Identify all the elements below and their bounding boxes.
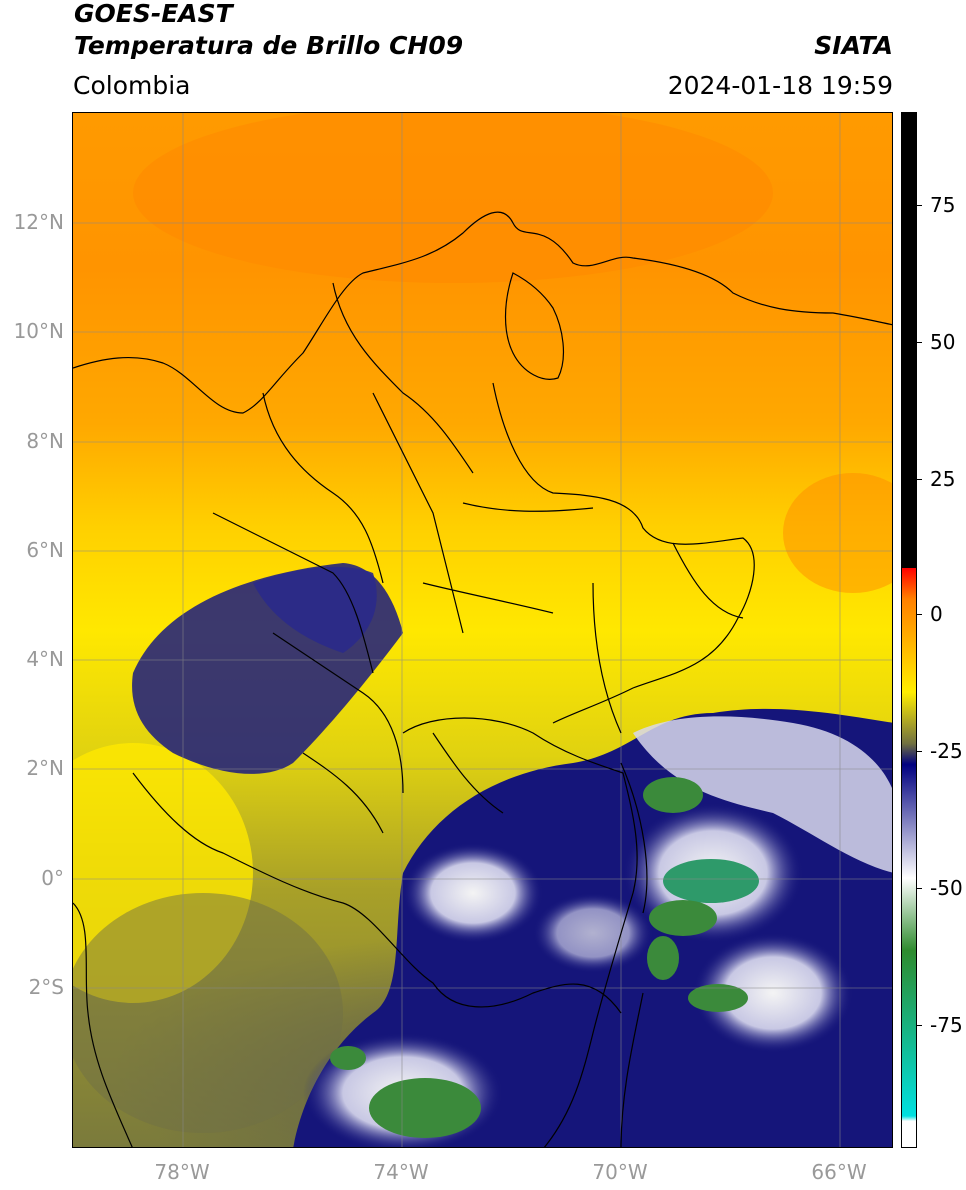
colorbar-tick-minus-75 — [917, 1025, 922, 1026]
colorbar-tick-minus-50 — [917, 888, 922, 889]
cold-top-6 — [369, 1078, 481, 1138]
lat-tick-12n: 12°N — [13, 210, 64, 234]
caribbean-coast — [73, 211, 892, 414]
title-line-1: GOES-EAST — [74, 0, 233, 28]
lat-tick-2s: 2°S — [28, 975, 64, 999]
amazon-border — [620, 762, 648, 1147]
lat-tick-8n: 8°N — [26, 429, 64, 453]
colombia-south-border — [402, 717, 638, 1147]
lon-tick-70w: 70°W — [592, 1160, 648, 1184]
cold-top-5 — [688, 984, 748, 1012]
colorbar-tick-minus-25 — [917, 751, 922, 752]
cloud-top-center — [403, 843, 543, 943]
cloud-top-mid — [533, 893, 653, 973]
cold-top-7 — [330, 1046, 366, 1070]
cloud-top-east-3 — [693, 933, 853, 1053]
colorbar-tick-25 — [917, 479, 922, 480]
colorbar — [901, 112, 917, 1148]
colorbar-label-75: 75 — [930, 193, 956, 217]
warm-patch-east — [783, 473, 892, 593]
colorbar-label-minus-75: -75 — [930, 1013, 963, 1037]
venezuela-border — [492, 382, 755, 724]
lon-tick-66w: 66°W — [811, 1160, 867, 1184]
boundaries — [73, 211, 892, 1147]
lat-tick-2n: 2°N — [26, 756, 64, 780]
department-lines — [212, 282, 594, 834]
colorbar-tick-0 — [917, 614, 922, 615]
colorbar-label-minus-25: -25 — [930, 739, 963, 763]
convection-west-core — [253, 566, 377, 653]
lat-tick-6n: 6°N — [26, 538, 64, 562]
agency-label: SIATA — [814, 31, 893, 60]
cold-top-3 — [649, 900, 717, 936]
gray-area-southwest — [73, 893, 343, 1133]
ecuador-peru-border — [132, 772, 622, 1014]
lat-tick-10n: 10°N — [13, 319, 64, 343]
graticule — [73, 113, 892, 1147]
cloud-top-east — [633, 716, 892, 873]
cold-top-2 — [663, 859, 759, 903]
lon-tick-78w: 78°W — [154, 1160, 210, 1184]
satellite-map-svg — [73, 113, 892, 1147]
colorbar-tick-50 — [917, 342, 922, 343]
colorbar-label-50: 50 — [930, 330, 956, 354]
region-label: Colombia — [73, 71, 191, 100]
pacific-coast — [73, 902, 133, 1147]
datetime-label: 2024-01-18 19:59 — [667, 71, 893, 100]
colorbar-label-25: 25 — [930, 467, 956, 491]
cold-top-1 — [643, 777, 703, 813]
cold-top-4 — [647, 936, 679, 980]
title-line-2: Temperatura de Brillo CH09 — [74, 31, 464, 60]
colorbar-tick-75 — [917, 205, 922, 206]
colorbar-label-0: 0 — [930, 602, 943, 626]
lat-tick-0: 0° — [41, 866, 64, 890]
eastern-border — [592, 542, 744, 734]
maracaibo-lake — [504, 272, 564, 380]
satellite-map — [72, 112, 893, 1148]
warm-band — [133, 113, 773, 283]
colorbar-label-minus-50: -50 — [930, 876, 963, 900]
lat-tick-4n: 4°N — [26, 647, 64, 671]
lon-tick-74w: 74°W — [373, 1160, 429, 1184]
